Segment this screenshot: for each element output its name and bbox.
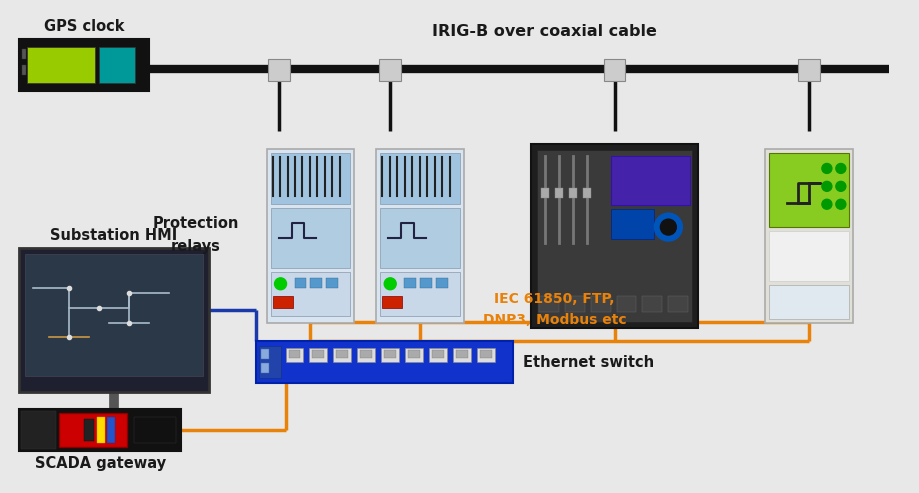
Bar — [582, 188, 590, 198]
Text: IEC 61850, FTP,
DNP3, Modbus etc: IEC 61850, FTP, DNP3, Modbus etc — [482, 292, 626, 327]
Bar — [260, 363, 268, 373]
Bar — [768, 231, 848, 281]
Bar — [336, 351, 348, 358]
Bar — [380, 208, 460, 268]
Bar — [357, 349, 375, 362]
Bar — [408, 351, 420, 358]
Bar — [768, 285, 848, 318]
Circle shape — [835, 181, 845, 191]
Bar — [564, 296, 584, 312]
Bar — [19, 39, 149, 91]
Bar — [309, 349, 327, 362]
Bar — [76, 414, 152, 424]
Bar — [436, 278, 448, 288]
Bar — [258, 347, 280, 378]
Bar — [380, 349, 399, 362]
Bar — [539, 296, 558, 312]
Bar — [480, 351, 492, 358]
Bar — [272, 296, 292, 308]
Bar — [267, 148, 354, 322]
Bar — [540, 188, 548, 198]
Text: Substation HMI: Substation HMI — [51, 228, 177, 243]
Bar — [432, 351, 444, 358]
Bar — [255, 342, 512, 383]
Bar — [310, 278, 322, 288]
Bar — [554, 188, 562, 198]
Bar — [530, 143, 698, 327]
Bar — [84, 419, 94, 441]
Bar — [312, 351, 324, 358]
Bar — [476, 349, 494, 362]
Bar — [765, 148, 852, 322]
Bar — [616, 296, 636, 312]
Bar — [97, 417, 105, 443]
Bar — [768, 152, 848, 227]
Bar — [22, 65, 27, 75]
Bar — [797, 59, 819, 81]
Bar — [456, 351, 468, 358]
Bar — [98, 47, 135, 83]
Bar — [379, 59, 401, 81]
Bar — [428, 349, 447, 362]
Bar — [134, 417, 176, 443]
Circle shape — [835, 199, 845, 209]
Circle shape — [660, 219, 675, 235]
Bar — [333, 349, 351, 362]
Bar — [294, 278, 306, 288]
Text: Protection
relays: Protection relays — [153, 216, 239, 254]
Bar — [267, 59, 289, 81]
Bar — [667, 296, 687, 312]
Bar — [260, 350, 268, 359]
Circle shape — [821, 164, 831, 174]
Text: SCADA gateway: SCADA gateway — [35, 456, 165, 471]
Bar — [380, 152, 460, 204]
Bar — [381, 296, 402, 308]
Bar — [59, 413, 127, 447]
Bar — [610, 209, 653, 239]
Circle shape — [821, 199, 831, 209]
Bar — [28, 47, 95, 83]
Circle shape — [384, 278, 396, 290]
Bar — [270, 152, 350, 204]
Bar — [326, 278, 338, 288]
Bar — [107, 417, 115, 443]
Bar — [568, 188, 576, 198]
Bar — [289, 351, 301, 358]
Bar — [26, 254, 202, 376]
Bar — [590, 296, 610, 312]
Bar — [376, 148, 463, 322]
Bar — [384, 351, 396, 358]
Bar — [285, 349, 303, 362]
Circle shape — [274, 278, 286, 290]
Bar — [536, 149, 691, 321]
Bar — [270, 208, 350, 268]
Bar — [610, 155, 689, 205]
Bar — [22, 49, 27, 59]
Text: IRIG-B over coaxial cable: IRIG-B over coaxial cable — [432, 24, 656, 39]
Bar — [19, 409, 181, 451]
Bar — [603, 59, 625, 81]
Bar — [270, 272, 350, 316]
Bar — [380, 272, 460, 316]
Circle shape — [835, 164, 845, 174]
Bar — [403, 278, 415, 288]
Text: GPS clock: GPS clock — [44, 19, 124, 34]
Bar — [420, 278, 432, 288]
Bar — [404, 349, 423, 362]
Circle shape — [653, 213, 682, 241]
Bar — [19, 248, 209, 392]
Bar — [641, 296, 662, 312]
Bar — [360, 351, 372, 358]
Text: Ethernet switch: Ethernet switch — [522, 355, 653, 370]
Bar — [21, 411, 56, 449]
Circle shape — [821, 181, 831, 191]
Bar — [452, 349, 471, 362]
